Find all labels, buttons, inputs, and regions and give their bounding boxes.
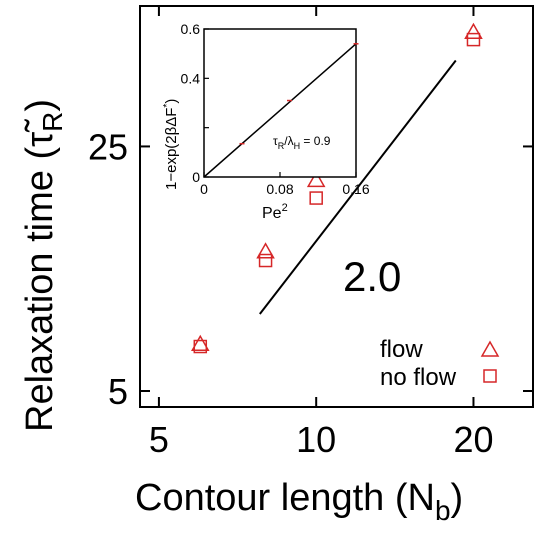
- x-tick-label: 10: [296, 419, 336, 460]
- legend-marker-flow: [480, 340, 500, 357]
- inset-tick-labels: 0 0.08 0.16 0 0.4 0.6: [181, 21, 370, 197]
- main-tick-labels: 5 10 20 5 25: [88, 126, 494, 460]
- flow-marker: [306, 170, 326, 188]
- inset-x-tick-label: 0: [200, 181, 208, 197]
- y-tick-label: 25: [88, 126, 128, 167]
- inset-x-label: Pe2: [262, 202, 288, 222]
- data-markers: [190, 22, 483, 354]
- inset-y-tick-label: 0.4: [181, 70, 201, 86]
- no-flow-marker: [309, 191, 323, 205]
- legend-label-flow: flow: [380, 336, 423, 363]
- flow-marker: [256, 242, 275, 259]
- inset-fit-line: [203, 43, 357, 178]
- inset-fit-label: τR/λH = 0.9: [273, 134, 331, 151]
- x-axis-label: Contour length (Nb): [135, 477, 463, 526]
- inset-y-label: 1−exp(2βΔF*): [162, 99, 180, 190]
- flow-marker: [190, 334, 210, 352]
- slope-label: 2.0: [343, 253, 401, 300]
- no-flow-marker: [466, 32, 481, 47]
- main-plot-frame: [139, 5, 534, 408]
- inset-x-tick-label: 0.16: [342, 181, 369, 197]
- y-axis-label: Relaxation time (τ̃R): [19, 99, 68, 432]
- main-ticks: [140, 6, 533, 407]
- no-flow-marker: [258, 253, 273, 268]
- inset-frame: [203, 28, 357, 178]
- x-tick-label: 5: [149, 419, 169, 460]
- no-flow-marker: [193, 339, 208, 354]
- inset-points: [239, 43, 359, 145]
- slope-line: [259, 59, 457, 315]
- x-tick-label: 20: [453, 419, 493, 460]
- y-tick-label: 5: [108, 371, 128, 412]
- legend-label-no-flow: no flow: [380, 364, 457, 391]
- legend: flow no flow: [380, 336, 500, 391]
- inset-y-tick-label: 0.6: [181, 21, 201, 37]
- legend-marker-no-flow: [483, 369, 497, 383]
- inset-y-tick-label: 0: [192, 169, 200, 185]
- inset-x-tick-label: 0.08: [266, 181, 293, 197]
- flow-marker: [464, 22, 483, 40]
- inset-chart: 0 0.08 0.16 0 0.4 0.6 τR/λH = 0.9 Pe2 1−exp(2…: [162, 21, 370, 222]
